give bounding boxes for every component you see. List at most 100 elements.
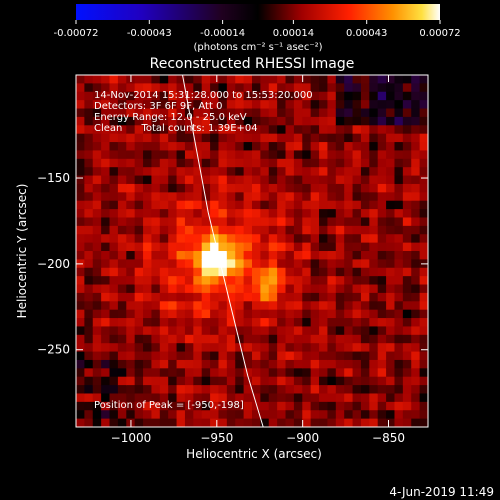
heatmap-cell xyxy=(344,75,354,84)
heatmap-cell xyxy=(310,192,320,202)
heatmap-cell xyxy=(143,251,153,260)
heatmap-cell xyxy=(117,183,127,193)
heatmap-cell xyxy=(327,326,337,336)
heatmap-cell xyxy=(159,83,169,93)
heatmap-cell xyxy=(335,234,345,244)
heatmap-cell xyxy=(210,225,220,235)
annotation-energy-range: Energy Range: 12.0 - 25.0 keV xyxy=(94,112,247,123)
heatmap-cell xyxy=(176,133,186,143)
heatmap-cell xyxy=(76,167,85,177)
heatmap-cell xyxy=(243,309,253,319)
heatmap-cell xyxy=(243,326,253,336)
heatmap-cell xyxy=(184,251,194,260)
heatmap-cell xyxy=(293,376,303,386)
heatmap-cell xyxy=(143,276,153,286)
heatmap-cell xyxy=(360,75,370,84)
heatmap-cell xyxy=(335,410,345,420)
heatmap-cell xyxy=(402,234,412,244)
heatmap-cell xyxy=(344,209,354,219)
heatmap-cell xyxy=(168,100,178,110)
heatmap-cell xyxy=(335,267,345,277)
heatmap-cell xyxy=(151,217,161,227)
heatmap-cell xyxy=(360,183,370,193)
heatmap-cell xyxy=(419,242,428,252)
heatmap-cell xyxy=(184,192,194,202)
heatmap-cell xyxy=(335,318,345,328)
heatmap-cell xyxy=(319,284,329,294)
heatmap-cell xyxy=(151,125,161,135)
heatmap-cell xyxy=(369,318,379,328)
heatmap-cell xyxy=(310,234,320,244)
heatmap-cell xyxy=(109,167,119,177)
heatmap-cell xyxy=(184,242,194,252)
footer-timestamp: 4-Jun-2019 11:49 xyxy=(389,485,494,499)
heatmap-cell xyxy=(277,401,287,411)
heatmap-cell xyxy=(235,376,245,386)
heatmap-cell xyxy=(419,368,428,378)
heatmap-cell xyxy=(377,192,387,202)
heatmap-cell xyxy=(184,225,194,235)
heatmap-cell xyxy=(201,309,211,319)
heatmap-cell xyxy=(151,393,161,403)
heatmap-cell xyxy=(252,301,261,311)
heatmap-cell xyxy=(268,251,278,260)
heatmap-cell xyxy=(143,100,153,110)
heatmap-cell xyxy=(377,251,387,260)
heatmap-cell xyxy=(143,142,153,152)
heatmap-cell xyxy=(151,133,161,143)
heatmap-cell xyxy=(109,326,119,336)
heatmap-cell xyxy=(235,292,245,302)
heatmap-cell xyxy=(176,326,186,336)
heatmap-cell xyxy=(344,410,354,420)
heatmap-cell xyxy=(226,343,236,353)
heatmap-cell xyxy=(210,326,220,336)
heatmap-cell xyxy=(260,267,270,277)
heatmap-cell xyxy=(293,343,303,353)
heatmap-cell xyxy=(369,116,379,126)
heatmap-cell xyxy=(293,410,303,420)
heatmap-cell xyxy=(335,385,345,395)
heatmap-cell xyxy=(193,116,203,126)
heatmap-cell xyxy=(369,133,379,143)
heatmap-cell xyxy=(210,91,220,101)
heatmap-cell xyxy=(260,292,270,302)
heatmap-cell xyxy=(386,183,396,193)
heatmap-cell xyxy=(210,183,220,193)
heatmap-cell xyxy=(377,209,387,219)
heatmap-cell xyxy=(109,276,119,286)
heatmap-cell xyxy=(176,142,186,152)
heatmap-cell xyxy=(260,175,270,185)
heatmap-cell xyxy=(235,334,245,344)
heatmap-cell xyxy=(419,318,428,328)
heatmap-cell xyxy=(310,334,320,344)
heatmap-cell xyxy=(76,359,85,369)
heatmap-cell xyxy=(243,133,253,143)
heatmap-cell xyxy=(84,183,94,193)
heatmap-cell xyxy=(285,393,295,403)
heatmap-cell xyxy=(285,259,295,269)
heatmap-cell xyxy=(168,301,178,311)
heatmap-cell xyxy=(109,209,119,219)
heatmap-cell xyxy=(327,183,337,193)
heatmap-cell xyxy=(218,410,228,420)
heatmap-cell xyxy=(277,410,287,420)
heatmap-cell xyxy=(344,292,354,302)
heatmap-cell xyxy=(369,75,379,84)
heatmap-cell xyxy=(101,150,111,160)
heatmap-cell xyxy=(268,376,278,386)
heatmap-cell xyxy=(394,351,404,361)
heatmap-cell xyxy=(218,393,228,403)
heatmap-cell xyxy=(268,284,278,294)
heatmap-cell xyxy=(319,217,329,227)
heatmap-cell xyxy=(419,401,428,411)
heatmap-cell xyxy=(109,158,119,168)
heatmap-cell xyxy=(360,251,370,260)
heatmap-cell xyxy=(402,301,412,311)
heatmap-cell xyxy=(402,125,412,135)
heatmap-cell xyxy=(411,217,421,227)
heatmap-cell xyxy=(109,125,119,135)
heatmap-cell xyxy=(394,284,404,294)
heatmap-cell xyxy=(360,225,370,235)
heatmap-cell xyxy=(394,158,404,168)
heatmap-cell xyxy=(344,351,354,361)
